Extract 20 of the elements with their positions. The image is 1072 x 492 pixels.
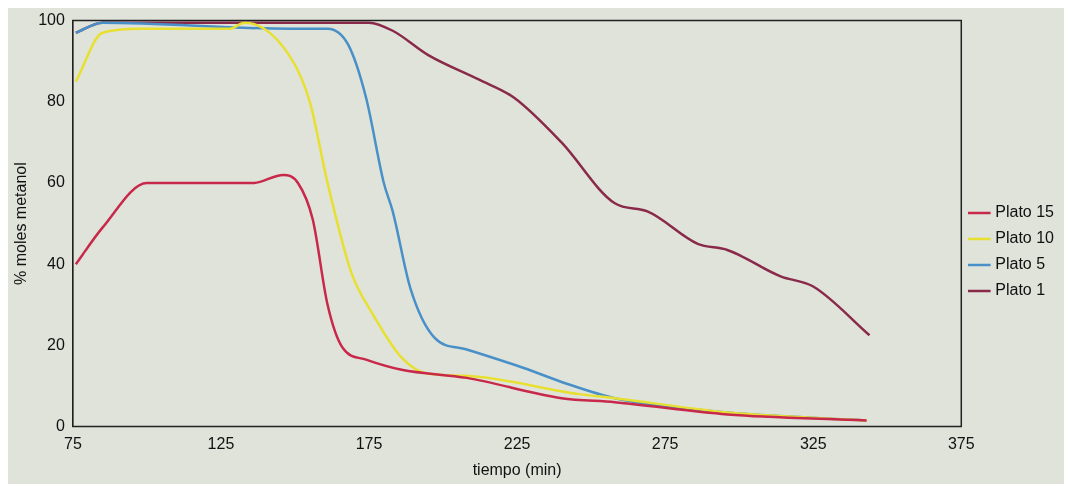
- y-axis-title: % moles metanol: [12, 162, 30, 285]
- legend-label: Plato 10: [995, 229, 1055, 247]
- legend-label: Plato 15: [995, 203, 1055, 221]
- legend-label: Plato 5: [995, 255, 1046, 273]
- y-tick-label: 100: [38, 11, 65, 29]
- y-tick-label: 20: [47, 335, 65, 353]
- x-tick-label: 375: [947, 434, 975, 452]
- legend-label: Plato 1: [995, 281, 1046, 299]
- x-tick-label: 225: [503, 434, 531, 452]
- y-tick-label: 40: [47, 254, 65, 272]
- x-tick-label: 325: [799, 434, 827, 452]
- x-tick-label: 75: [64, 434, 82, 452]
- y-tick-label: 80: [47, 92, 65, 110]
- x-axis-title: tiempo (min): [472, 460, 562, 478]
- y-tick-label: 60: [47, 173, 65, 191]
- y-tick-label: 0: [55, 417, 65, 435]
- x-tick-label: 125: [207, 434, 235, 452]
- x-tick-label: 275: [651, 434, 679, 452]
- line-series: [74, 173, 868, 422]
- x-tick-label: 175: [355, 434, 383, 452]
